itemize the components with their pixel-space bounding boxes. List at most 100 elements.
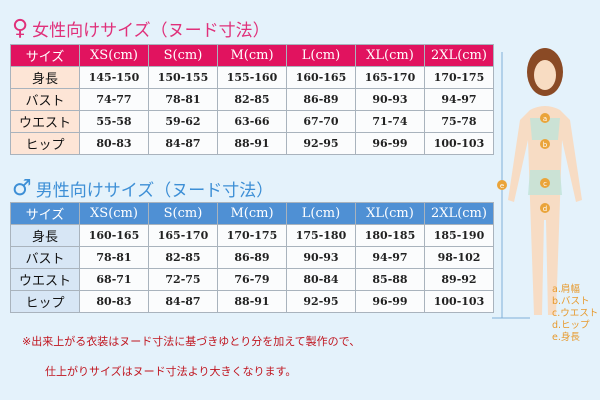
table-row: ヒップ 80-83 84-87 88-91 92-95 96-99 100-103: [10, 132, 494, 155]
row-header: 身長: [10, 224, 80, 247]
table-cell: 175-180: [286, 224, 356, 247]
women-size-title: ♀ 女性向けサイズ（ヌード寸法）: [12, 16, 270, 41]
table-cell: 150-155: [148, 66, 218, 89]
table-cell: 80-84: [286, 268, 356, 291]
table-cell: 96-99: [355, 290, 425, 313]
table-cell: 72-75: [148, 268, 218, 291]
male-symbol-icon: ♂: [12, 176, 32, 201]
column-header: XS(cm): [79, 44, 149, 67]
table-cell: 160-165: [286, 66, 356, 89]
table-cell: 55-58: [79, 110, 149, 133]
table-cell: 94-97: [355, 246, 425, 269]
marker-e: e: [500, 182, 504, 190]
table-cell: 100-103: [424, 290, 494, 313]
table-row: 身長 160-165 165-170 170-175 175-180 180-185 185…: [10, 224, 494, 247]
table-cell: 88-91: [217, 290, 287, 313]
table-cell: 165-170: [148, 224, 218, 247]
row-header: 身長: [10, 66, 80, 89]
table-cell: 63-66: [217, 110, 287, 133]
marker-a: a: [543, 115, 547, 123]
table-cell: 84-87: [148, 290, 218, 313]
legend-item: c.ウエスト: [552, 308, 599, 319]
table-cell: 86-89: [217, 246, 287, 269]
table-cell: 85-88: [355, 268, 425, 291]
table-cell: 90-93: [355, 88, 425, 111]
table-cell: 80-83: [79, 132, 149, 155]
table-cell: 100-103: [424, 132, 494, 155]
women-size-table: サイズ XS(cm) S(cm) M(cm) L(cm) XL(cm) 2XL(cm) 身長 1…: [10, 44, 494, 155]
row-header: バスト: [10, 246, 80, 269]
row-header: ウエスト: [10, 268, 80, 291]
table-cell: 165-170: [355, 66, 425, 89]
column-header: M(cm): [217, 202, 287, 225]
column-header: 2XL(cm): [424, 44, 494, 67]
table-cell: 80-83: [79, 290, 149, 313]
table-cell: 68-71: [79, 268, 149, 291]
row-header: ヒップ: [10, 132, 80, 155]
table-row: ウエスト 55-58 59-62 63-66 67-70 71-74 75-78: [10, 110, 494, 133]
column-header: XL(cm): [355, 44, 425, 67]
women-title-text: 女性向けサイズ（ヌード寸法）: [32, 21, 270, 41]
row-header: ウエスト: [10, 110, 80, 133]
men-title-text: 男性向けサイズ（ヌード寸法）: [35, 181, 274, 201]
table-cell: 59-62: [148, 110, 218, 133]
body-figure-illustration: a b c d e: [492, 48, 582, 319]
table-cell: 82-85: [148, 246, 218, 269]
row-header: バスト: [10, 88, 80, 111]
table-cell: 74-77: [79, 88, 149, 111]
note-line-1: ※出来上がる衣装はヌード寸法に基づきゆとり分を加えて製作ので、: [22, 335, 361, 348]
table-cell: 98-102: [424, 246, 494, 269]
table-cell: 170-175: [424, 66, 494, 89]
table-cell: 82-85: [217, 88, 287, 111]
marker-b: b: [543, 141, 548, 149]
legend-item: b.バスト: [552, 296, 590, 307]
column-header: S(cm): [148, 202, 218, 225]
marker-c: c: [543, 180, 547, 188]
table-cell: 160-165: [79, 224, 149, 247]
table-cell: 180-185: [355, 224, 425, 247]
table-cell: 155-160: [217, 66, 287, 89]
column-header: XS(cm): [79, 202, 149, 225]
legend-item: d.ヒップ: [552, 320, 590, 331]
table-cell: 89-92: [424, 268, 494, 291]
table-row: 身長 145-150 150-155 155-160 160-165 165-170 170…: [10, 66, 494, 89]
column-header: XL(cm): [355, 202, 425, 225]
marker-d: d: [543, 205, 547, 213]
header-row: サイズ XS(cm) S(cm) M(cm) L(cm) XL(cm) 2XL(cm): [10, 202, 494, 225]
header-row: サイズ XS(cm) S(cm) M(cm) L(cm) XL(cm) 2XL(cm): [10, 44, 494, 67]
note-line-2: 仕上がりサイズはヌード寸法より大きくなります。: [45, 365, 297, 378]
table-cell: 90-93: [286, 246, 356, 269]
table-cell: 185-190: [424, 224, 494, 247]
table-cell: 67-70: [286, 110, 356, 133]
column-header: 2XL(cm): [424, 202, 494, 225]
table-row: ヒップ 80-83 84-87 88-91 92-95 96-99 100-103: [10, 290, 494, 313]
measurement-legend: a.肩幅 b.バスト c.ウエスト d.ヒップ e.身長: [552, 284, 598, 344]
legend-item: a.肩幅: [552, 284, 580, 295]
face: [534, 60, 556, 90]
table-cell: 78-81: [79, 246, 149, 269]
table-cell: 92-95: [286, 290, 356, 313]
column-header: S(cm): [148, 44, 218, 67]
table-cell: 78-81: [148, 88, 218, 111]
table-cell: 75-78: [424, 110, 494, 133]
table-cell: 71-74: [355, 110, 425, 133]
table-cell: 84-87: [148, 132, 218, 155]
table-row: バスト 78-81 82-85 86-89 90-93 94-97 98-102: [10, 246, 494, 269]
legend-item: e.身長: [552, 332, 580, 343]
table-cell: 88-91: [217, 132, 287, 155]
men-size-table: サイズ XS(cm) S(cm) M(cm) L(cm) XL(cm) 2XL(cm) 身長 1…: [10, 202, 494, 313]
table-row: バスト 74-77 78-81 82-85 86-89 90-93 94-97: [10, 88, 494, 111]
table-cell: 92-95: [286, 132, 356, 155]
table-cell: 170-175: [217, 224, 287, 247]
table-cell: 145-150: [79, 66, 149, 89]
column-header: L(cm): [286, 202, 356, 225]
table-cell: 86-89: [286, 88, 356, 111]
column-header: サイズ: [10, 202, 80, 225]
table-cell: 96-99: [355, 132, 425, 155]
column-header: M(cm): [217, 44, 287, 67]
column-header: L(cm): [286, 44, 356, 67]
table-cell: 94-97: [424, 88, 494, 111]
female-symbol-icon: ♀: [12, 16, 29, 41]
men-size-title: ♂ 男性向けサイズ（ヌード寸法）: [12, 176, 273, 201]
table-row: ウエスト 68-71 72-75 76-79 80-84 85-88 89-92: [10, 268, 494, 291]
